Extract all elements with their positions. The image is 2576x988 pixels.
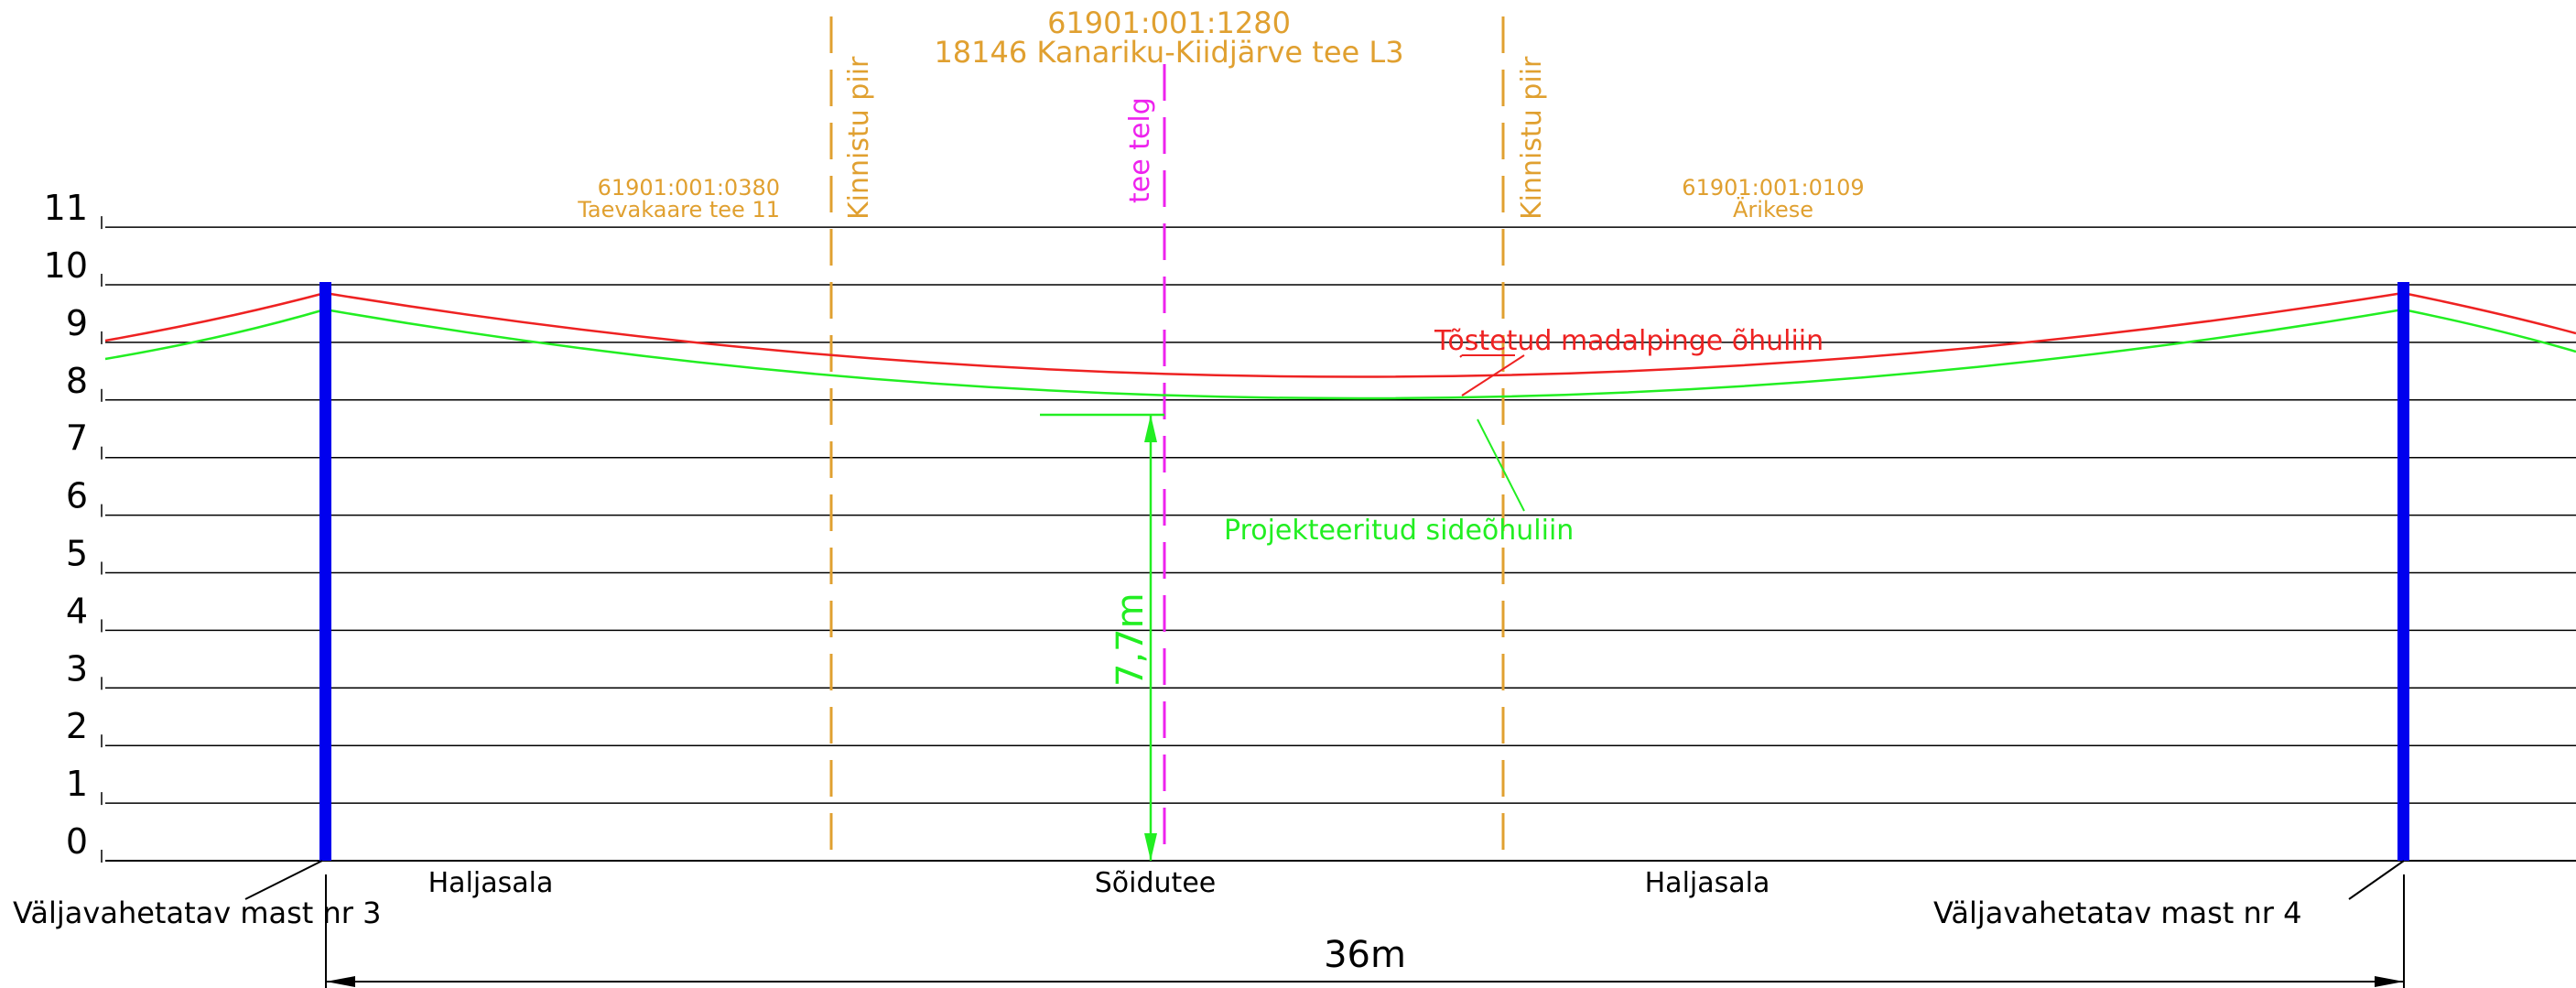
tick-label-7: 7 (66, 418, 88, 459)
comm-line-curve (104, 308, 2576, 400)
span-arrow-right (2375, 976, 2404, 987)
tick-label-8: 8 (66, 361, 88, 401)
road-parcel-name: 18146 Kanariku-Kiidjärve tee L3 (934, 35, 1403, 70)
ground-right-label: Haljasala (1645, 867, 1770, 899)
ground-left-label: Haljasala (428, 867, 554, 899)
mast-4 (2397, 282, 2409, 861)
left-parcel-name: Taevakaare tee 11 (577, 197, 780, 223)
tick-label-9: 9 (66, 303, 88, 343)
span-label: 36m (1324, 934, 1406, 976)
span-arrow-left (326, 976, 355, 987)
road-axis-label: tee telg (1124, 97, 1156, 203)
clearance-arrow-top (1144, 415, 1157, 442)
comm-line-label: Projekteeritud sideõhuliin (1224, 515, 1574, 547)
tick-label-2: 2 (66, 706, 88, 746)
tick-label-1: 1 (66, 764, 88, 804)
mast-4-label: Väljavahetatav mast nr 4 (1933, 896, 2301, 930)
right-parcel-id: 61901:001:0109 (1682, 175, 1864, 201)
power-line-curve (104, 291, 2576, 378)
comm-leader (1477, 418, 1525, 512)
power-line-leader-arrow (1459, 354, 1463, 358)
tick-label-0: 0 (66, 821, 88, 862)
mast-3-leader (244, 860, 323, 900)
tick-label-6: 6 (66, 476, 88, 516)
mast-3 (319, 282, 331, 861)
tick-label-3: 3 (66, 648, 88, 689)
right-boundary-label: Kinnistu piir (1516, 56, 1548, 220)
clearance-label: 7,7m (1109, 592, 1152, 687)
tick-label-10: 10 (44, 245, 88, 286)
height-grid (105, 226, 2576, 804)
mast-3-label: Väljavahetatav mast nr 3 (13, 896, 381, 930)
y-axis-ticks: 0 1 2 3 4 5 6 7 8 9 10 11 (44, 188, 103, 863)
power-line-label: Tõstetud madalpinge õhuliin (1434, 325, 1824, 357)
left-boundary-label: Kinnistu piir (843, 56, 875, 220)
road-parcel-id: 61901:001:1280 (1047, 5, 1291, 40)
tick-label-11: 11 (44, 188, 88, 228)
mast-4-leader (2348, 860, 2405, 900)
left-parcel-id: 61901:001:0380 (598, 175, 780, 201)
power-leader (1461, 354, 1525, 396)
clearance-arrow-bottom (1144, 833, 1157, 861)
right-parcel-name: Ärikese (1733, 196, 1813, 223)
tick-label-5: 5 (66, 534, 88, 574)
ground-center-label: Sõidutee (1095, 867, 1216, 899)
tick-label-4: 4 (66, 591, 88, 631)
